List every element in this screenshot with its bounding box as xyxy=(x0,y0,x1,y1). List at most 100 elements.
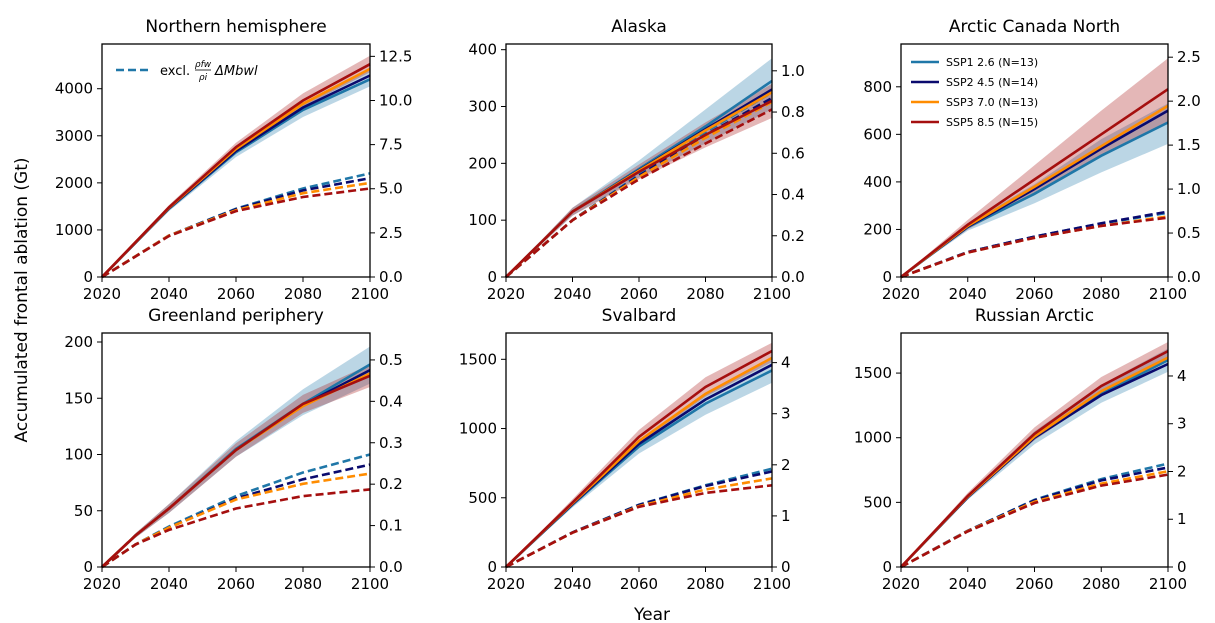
x-tick-label: 2080 xyxy=(1082,285,1120,303)
x-tick-label: 2020 xyxy=(487,575,525,593)
x-tick-label: 2100 xyxy=(1149,285,1187,303)
panel-title: Northern hemisphere xyxy=(145,17,326,37)
dashed-series-line-3 xyxy=(505,108,773,278)
y2-tick-label: 0.0 xyxy=(379,558,403,576)
dashed-series-line-3 xyxy=(505,484,773,569)
y2-tick-label: 0.5 xyxy=(1177,224,1201,242)
legend-label-2: SSP3 7.0 (N=13) xyxy=(946,96,1038,109)
dashed-series-line-2 xyxy=(101,472,371,569)
y2-tick-label: 2.5 xyxy=(379,224,403,242)
y2-tick-label: 3 xyxy=(1177,415,1187,433)
legend-label-1: SSP2 4.5 (N=14) xyxy=(946,76,1038,89)
y2-tick-label: 1.0 xyxy=(1177,180,1201,198)
y2-tick-label: 0.0 xyxy=(1177,268,1201,286)
dashed-series-line-3 xyxy=(101,187,371,279)
x-tick-label: 2060 xyxy=(217,285,255,303)
y2-tick-label: 0 xyxy=(781,558,791,576)
y-tick-label: 300 xyxy=(468,98,497,116)
y2-tick-label: 4 xyxy=(1177,367,1187,385)
uncertainty-band-3 xyxy=(901,342,1168,567)
uncertainty-band-0 xyxy=(102,69,370,278)
x-tick-label: 2080 xyxy=(284,575,322,593)
y2-tick-label: 7.5 xyxy=(379,136,403,154)
y2-tick-label: 2.0 xyxy=(1177,92,1201,110)
y2-tick-label: 1.5 xyxy=(1177,136,1201,154)
dashed-legend: excl. ρfw ρi ΔMbwl xyxy=(116,60,258,83)
x-tick-label: 2100 xyxy=(351,285,389,303)
y2-tick-label: 0 xyxy=(1177,558,1187,576)
uncertainty-band-3 xyxy=(506,342,772,567)
y-tick-label: 4000 xyxy=(55,80,93,98)
y2-tick-label: 0.0 xyxy=(781,268,805,286)
y-tick-label: 2000 xyxy=(55,174,93,192)
uncertainty-band-0 xyxy=(102,346,370,567)
x-tick-label: 2020 xyxy=(487,285,525,303)
panel-title: Arctic Canada North xyxy=(949,17,1120,37)
x-tick-label: 2020 xyxy=(83,575,121,593)
x-tick-label: 2060 xyxy=(1015,575,1053,593)
y-tick-label: 100 xyxy=(468,211,497,229)
y-tick-label: 500 xyxy=(468,489,497,507)
y2-tick-label: 2 xyxy=(781,456,791,474)
x-tick-label: 2020 xyxy=(83,285,121,303)
series-line-3 xyxy=(505,99,773,278)
y-tick-label: 0 xyxy=(83,268,93,286)
x-tick-label: 2040 xyxy=(150,575,188,593)
y-tick-label: 3000 xyxy=(55,127,93,145)
y-tick-label: 800 xyxy=(863,78,892,96)
x-tick-label: 2020 xyxy=(882,575,920,593)
x-tick-label: 2060 xyxy=(620,575,658,593)
dashed-series-line-3 xyxy=(101,488,371,569)
dashed-series-line-3 xyxy=(900,216,1169,279)
y2-tick-label: 0.2 xyxy=(379,475,403,493)
y2-tick-label: 0.4 xyxy=(781,186,805,204)
uncertainty-band-3 xyxy=(102,364,370,567)
y-tick-label: 400 xyxy=(468,41,497,59)
dashed-series-line-2 xyxy=(900,470,1169,569)
x-tick-label: 2040 xyxy=(553,285,591,303)
y-tick-label: 1000 xyxy=(459,420,497,438)
dashed-series-line-0 xyxy=(505,91,773,278)
dashed-legend-fraction-den: ρi xyxy=(199,73,208,83)
y-tick-label: 200 xyxy=(863,220,892,238)
figure-xlabel: Year xyxy=(633,605,670,623)
x-tick-label: 2080 xyxy=(686,285,724,303)
series-line-3 xyxy=(101,374,371,568)
y2-tick-label: 1.0 xyxy=(781,62,805,80)
panel-title: Russian Arctic xyxy=(975,306,1094,326)
x-tick-label: 2060 xyxy=(620,285,658,303)
legend-label-3: SSP5 8.5 (N=15) xyxy=(946,116,1038,129)
dashed-legend-prefix: excl. xyxy=(160,64,190,79)
dashed-series-line-0 xyxy=(505,467,773,569)
y-tick-label: 1000 xyxy=(854,429,892,447)
x-tick-label: 2100 xyxy=(351,575,389,593)
y-tick-label: 500 xyxy=(863,493,892,511)
y-tick-label: 0 xyxy=(882,558,892,576)
panel-1: Alaska 2020 2040 2060 2080 2100 0 100 200 300 400 0… xyxy=(468,17,805,303)
y-tick-label: 200 xyxy=(468,154,497,172)
x-tick-label: 2060 xyxy=(1015,285,1053,303)
series-line-0 xyxy=(101,78,371,278)
dashed-series-line-2 xyxy=(505,477,773,569)
y-tick-label: 50 xyxy=(74,502,93,520)
y-tick-label: 0 xyxy=(882,268,892,286)
x-tick-label: 2080 xyxy=(1082,575,1120,593)
y-tick-label: 1500 xyxy=(854,364,892,382)
y-tick-label: 400 xyxy=(863,173,892,191)
uncertainty-band-3 xyxy=(901,58,1168,277)
y2-tick-label: 0.8 xyxy=(781,103,805,121)
x-tick-label: 2100 xyxy=(753,575,791,593)
y2-tick-label: 1 xyxy=(781,507,791,525)
x-tick-label: 2100 xyxy=(753,285,791,303)
series-line-3 xyxy=(505,349,773,568)
y2-tick-label: 2 xyxy=(1177,462,1187,480)
uncertainty-band-0 xyxy=(506,357,772,567)
dashed-series-line-2 xyxy=(505,100,773,278)
series-line-1 xyxy=(900,362,1169,568)
legend-label-0: SSP1 2.6 (N=13) xyxy=(946,56,1038,69)
y-tick-label: 600 xyxy=(863,125,892,143)
